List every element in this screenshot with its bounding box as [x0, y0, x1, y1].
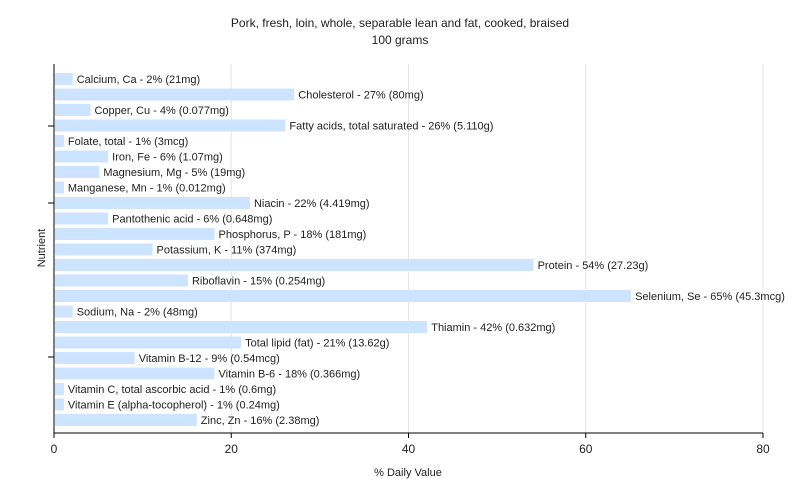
bar-label: Vitamin E (alpha-tocopherol) - 1% (0.24m… — [68, 400, 280, 412]
bar-label: Vitamin B-6 - 18% (0.366mg) — [219, 369, 361, 381]
x-tick-label: 20 — [225, 442, 239, 456]
grid-lines — [230, 64, 764, 433]
y-axis-label: Nutrient — [36, 229, 48, 268]
bar — [55, 414, 197, 426]
bar-label: Selenium, Se - 65% (45.3mcg) — [635, 291, 785, 303]
bar-label: Cholesterol - 27% (80mg) — [298, 90, 423, 102]
bar — [55, 119, 286, 132]
bar — [55, 104, 91, 116]
bar — [55, 383, 64, 395]
x-tick-labels: 0 20 40 60 80 — [51, 442, 770, 456]
bar-label: Copper, Cu - 4% (0.077mg) — [94, 105, 229, 117]
bar-label: Iron, Fe - 6% (1.07mg) — [112, 152, 223, 164]
x-tick-label: 0 — [51, 442, 58, 456]
bar-label: Pantothenic acid - 6% (0.648mg) — [112, 214, 272, 226]
axes-group — [48, 64, 764, 438]
chart-subtitle: 100 grams — [372, 33, 429, 47]
bar — [55, 88, 295, 101]
bar — [55, 290, 632, 302]
bar-label: Fatty acids, total saturated - 26% (5.11… — [289, 121, 493, 133]
bar — [55, 259, 534, 271]
bar-label: Thiamin - 42% (0.632mg) — [431, 322, 555, 334]
bar — [55, 274, 188, 287]
bar — [55, 212, 109, 225]
bar-label: Potassium, K - 11% (374mg) — [156, 245, 296, 257]
bar — [55, 243, 153, 256]
bar — [55, 181, 64, 194]
bar-label: Vitamin C, total ascorbic acid - 1% (0.6… — [68, 384, 276, 396]
x-tick-label: 60 — [579, 442, 593, 456]
x-tick-label: 40 — [402, 442, 416, 456]
bar — [55, 305, 73, 318]
bar-label: Niacin - 22% (4.419mg) — [254, 198, 370, 210]
bar-label: Manganese, Mn - 1% (0.012mg) — [68, 183, 226, 195]
bar — [55, 336, 242, 349]
x-axis-label: % Daily Value — [374, 467, 442, 479]
bar — [55, 321, 428, 333]
bar-label: Vitamin B-12 - 9% (0.54mcg) — [139, 353, 280, 365]
bar-label: Total lipid (fat) - 21% (13.62g) — [245, 338, 389, 350]
bar-label: Phosphorus, P - 18% (181mg) — [219, 229, 367, 241]
bar — [55, 367, 215, 380]
bar — [55, 352, 135, 364]
bar — [55, 197, 250, 209]
bar — [55, 150, 109, 163]
bar-label: Magnesium, Mg - 5% (19mg) — [103, 167, 245, 179]
bar — [55, 398, 64, 411]
bar-label: Riboflavin - 15% (0.254mg) — [192, 276, 325, 288]
chart-title: Pork, fresh, loin, whole, separable lean… — [231, 16, 569, 30]
bar-label: Zinc, Zn - 16% (2.38mg) — [201, 415, 320, 427]
bar-label: Calcium, Ca - 2% (21mg) — [77, 74, 200, 86]
bars-group: Calcium, Ca - 2% (21mg) Cholesterol - 27%… — [55, 73, 785, 427]
bar-label: Folate, total - 1% (3mcg) — [68, 136, 188, 148]
bar-label: Sodium, Na - 2% (48mg) — [77, 307, 198, 319]
bar — [55, 73, 73, 85]
bar — [55, 135, 64, 147]
bar-label: Protein - 54% (27.23g) — [538, 260, 649, 272]
x-tick-label: 80 — [756, 442, 770, 456]
bar — [55, 228, 215, 240]
bar — [55, 166, 100, 178]
